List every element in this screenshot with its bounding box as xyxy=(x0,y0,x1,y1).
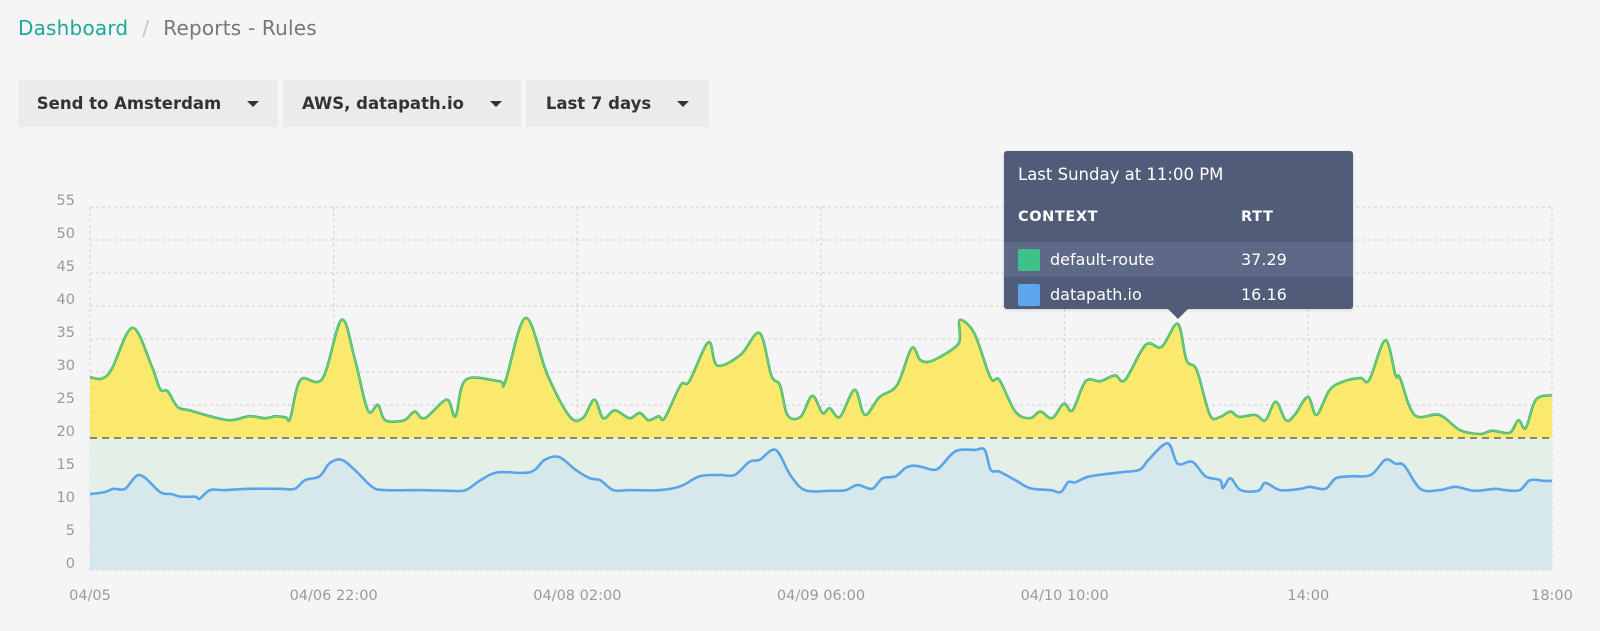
breadcrumb-separator: / xyxy=(142,16,150,40)
tooltip-arrow-icon xyxy=(1167,308,1189,319)
y-tick-label: 10 xyxy=(57,490,75,506)
chart-tooltip: Last Sunday at 11:00 PM CONTEXT RTT defa… xyxy=(1004,151,1353,319)
x-tick-label: 04/06 22:00 xyxy=(290,588,378,604)
y-tick-label: 55 xyxy=(57,193,75,209)
x-tick-label: 04/09 06:00 xyxy=(777,588,865,604)
context-dropdown[interactable]: AWS, datapath.io xyxy=(283,80,521,127)
x-tick-label: 04/08 02:00 xyxy=(533,588,621,604)
rule-dropdown[interactable]: Send to Amsterdam xyxy=(18,80,278,127)
y-tick-label: 0 xyxy=(66,556,75,572)
tooltip-row-default-route: default-route 37.29 xyxy=(1004,242,1353,277)
caret-down-icon xyxy=(489,100,502,107)
y-axis: 0 5 10 15 20 25 30 35 40 45 50 55 xyxy=(57,193,75,572)
tooltip-column-context: CONTEXT xyxy=(1018,209,1099,225)
x-tick-label: 18:00 xyxy=(1531,588,1573,604)
tooltip-series-name: default-route xyxy=(1050,250,1155,269)
tooltip-series-value: 16.16 xyxy=(1241,285,1287,304)
rule-dropdown-label: Send to Amsterdam xyxy=(36,94,222,113)
y-tick-label: 35 xyxy=(57,325,75,341)
x-tick-label: 04/10 10:00 xyxy=(1021,588,1109,604)
chart-areas xyxy=(89,316,1553,570)
tooltip-title: Last Sunday at 11:00 PM xyxy=(1018,165,1224,184)
time-range-dropdown[interactable]: Last 7 days xyxy=(526,80,709,127)
tooltip-column-rtt: RTT xyxy=(1241,209,1274,225)
context-dropdown-label: AWS, datapath.io xyxy=(302,94,464,113)
caret-down-icon xyxy=(247,100,260,107)
y-tick-label: 20 xyxy=(57,424,75,440)
y-tick-label: 25 xyxy=(57,391,75,407)
x-tick-label: 14:00 xyxy=(1287,588,1329,604)
tooltip-header: CONTEXT RTT xyxy=(1004,209,1353,231)
breadcrumb: Dashboard / Reports - Rules xyxy=(18,16,317,40)
x-axis: 04/05 04/06 22:00 04/08 02:00 04/09 06:00 04… xyxy=(69,588,1573,604)
y-tick-label: 45 xyxy=(57,259,75,275)
caret-down-icon xyxy=(677,100,690,107)
y-tick-label: 5 xyxy=(66,523,75,539)
y-tick-label: 40 xyxy=(57,292,75,308)
time-range-dropdown-label: Last 7 days xyxy=(545,94,652,113)
legend-swatch-icon xyxy=(1018,283,1040,306)
datapath-line xyxy=(89,442,1553,501)
tooltip-series-value: 37.29 xyxy=(1241,250,1287,269)
legend-swatch-icon xyxy=(1018,248,1040,271)
y-tick-label: 30 xyxy=(57,358,75,374)
x-tick-label: 04/05 xyxy=(69,588,111,604)
filter-bar: Send to Amsterdam AWS, datapath.io Last … xyxy=(18,80,709,127)
tooltip-series-name: datapath.io xyxy=(1050,285,1142,304)
y-tick-label: 15 xyxy=(57,457,75,473)
tooltip-row-datapath: datapath.io 16.16 xyxy=(1004,277,1353,312)
y-tick-label: 50 xyxy=(57,226,75,242)
breadcrumb-dashboard-link[interactable]: Dashboard xyxy=(18,16,129,40)
breadcrumb-current: Reports - Rules xyxy=(163,16,317,40)
